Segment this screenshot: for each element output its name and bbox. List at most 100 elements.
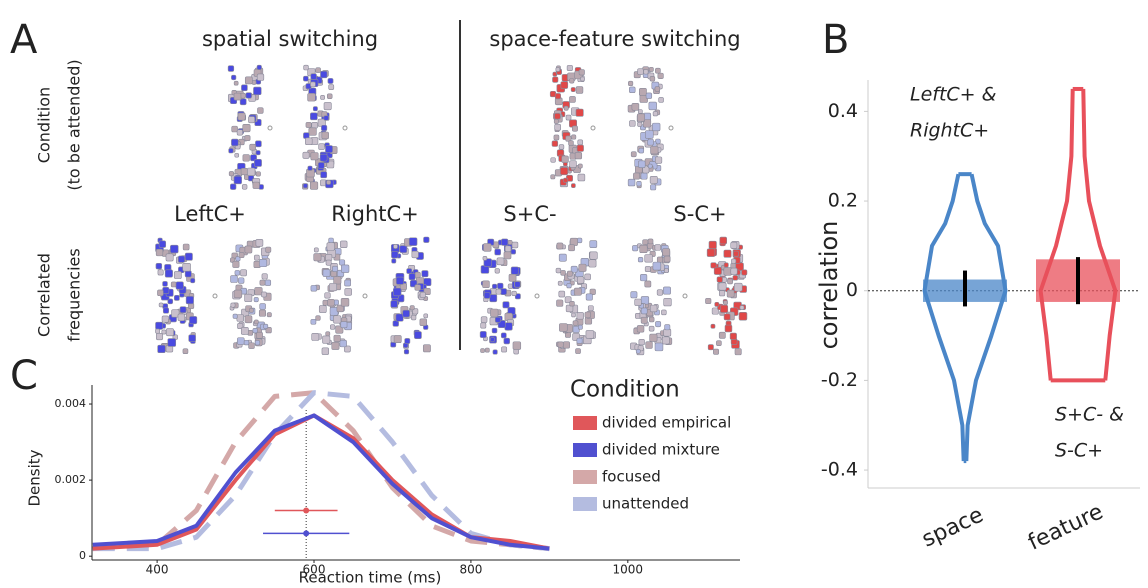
- dot: [233, 175, 242, 185]
- dot: [231, 74, 237, 81]
- stimulus-patch: [555, 237, 598, 354]
- row-label: Condition: [35, 87, 54, 163]
- dot: [325, 145, 333, 153]
- dot: [576, 312, 584, 320]
- stimulus-patch: [627, 66, 664, 191]
- dot: [723, 313, 731, 321]
- legend-swatch: [573, 470, 597, 484]
- row-label: (to be attended): [65, 59, 84, 190]
- dot: [558, 144, 565, 150]
- dot: [423, 313, 429, 319]
- x-tick-label: 1000: [613, 563, 644, 577]
- dot: [323, 102, 332, 111]
- dot: [155, 321, 164, 330]
- dot: [309, 181, 319, 190]
- dot: [640, 172, 648, 180]
- dot: [661, 309, 667, 316]
- dot: [734, 348, 742, 356]
- stimulus-patch: [302, 64, 338, 190]
- legend-label: focused: [602, 468, 661, 486]
- dot: [256, 64, 262, 70]
- dot: [315, 67, 321, 73]
- dot: [305, 137, 313, 146]
- dot: [589, 251, 598, 260]
- dot: [733, 250, 739, 257]
- dot: [393, 244, 398, 249]
- point: [303, 507, 310, 514]
- dot: [395, 313, 404, 322]
- dot: [662, 248, 671, 257]
- dot: [173, 271, 182, 279]
- dot: [408, 237, 418, 246]
- dot: [716, 276, 723, 283]
- dot: [562, 341, 570, 349]
- violin-half: [1038, 88, 1075, 381]
- dot: [640, 296, 650, 305]
- dot: [310, 318, 317, 325]
- dot: [325, 331, 331, 337]
- dot: [573, 287, 582, 296]
- dot: [647, 138, 654, 146]
- dot: [404, 338, 411, 344]
- fixation: [668, 125, 674, 131]
- fixation: [534, 293, 540, 299]
- y-tick-label: 0: [846, 279, 858, 301]
- dot: [253, 254, 260, 261]
- dot: [577, 324, 583, 330]
- x-tick-label: 400: [146, 563, 169, 577]
- dot: [551, 140, 559, 147]
- dot: [238, 252, 245, 259]
- dot: [566, 270, 573, 277]
- dot: [252, 328, 258, 334]
- dot: [654, 86, 661, 92]
- dot: [308, 127, 317, 136]
- dot: [484, 347, 490, 353]
- dot: [174, 295, 180, 301]
- dot: [249, 143, 256, 151]
- dot: [642, 166, 650, 174]
- dot: [570, 87, 576, 92]
- group-title: space-feature switching: [489, 27, 740, 51]
- dot: [730, 267, 738, 275]
- dot: [489, 294, 498, 303]
- dot: [716, 340, 722, 346]
- dot: [576, 144, 584, 152]
- dot: [649, 333, 658, 342]
- dot: [182, 348, 189, 355]
- dot: [630, 291, 638, 299]
- dot: [632, 245, 639, 252]
- dot: [705, 297, 712, 305]
- dot: [569, 160, 577, 168]
- dot: [307, 93, 316, 102]
- dot: [553, 134, 560, 141]
- dot: [497, 282, 504, 290]
- dot: [234, 270, 241, 276]
- dot: [162, 281, 168, 287]
- dot: [344, 345, 351, 353]
- fixation: [682, 293, 688, 299]
- dot: [326, 180, 331, 185]
- dot: [642, 119, 652, 128]
- dot: [322, 335, 331, 344]
- dot: [636, 181, 642, 187]
- dot: [494, 268, 500, 274]
- dot: [167, 338, 177, 347]
- dot: [177, 313, 186, 322]
- legend-label: divided mixture: [602, 441, 720, 459]
- dot: [390, 300, 398, 308]
- dot: [256, 331, 263, 339]
- dot: [503, 251, 512, 260]
- dot: [249, 308, 254, 313]
- dot: [233, 92, 242, 101]
- annotation: LeftC+ &: [910, 84, 996, 106]
- stimulus-patch: [630, 238, 673, 356]
- dot: [656, 256, 663, 263]
- dot: [230, 183, 237, 190]
- dot: [310, 152, 319, 161]
- dot: [230, 302, 236, 308]
- dot: [640, 274, 648, 282]
- dot: [638, 109, 643, 114]
- dot: [344, 279, 351, 287]
- dot: [302, 183, 308, 189]
- dot: [566, 64, 573, 71]
